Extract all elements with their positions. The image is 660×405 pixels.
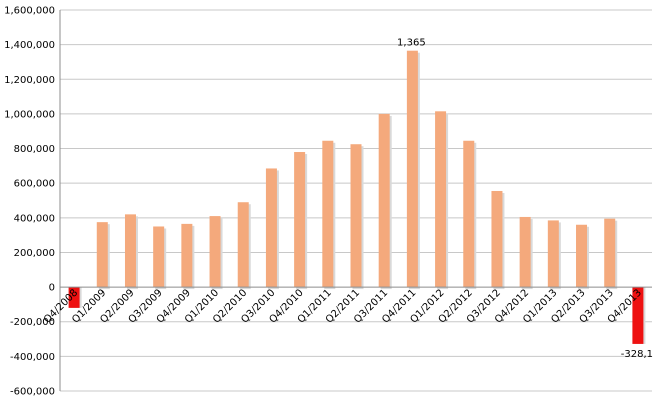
bar bbox=[153, 226, 165, 288]
bars bbox=[68, 50, 646, 344]
bar bbox=[68, 287, 80, 308]
y-tick-label: 0 bbox=[49, 283, 55, 294]
y-tick-label: 1,600,000 bbox=[4, 6, 55, 17]
bar bbox=[519, 216, 531, 288]
y-tick-label: 200,000 bbox=[14, 248, 55, 259]
data-label: 1,365 bbox=[397, 38, 426, 49]
bar bbox=[378, 113, 390, 288]
bar bbox=[322, 140, 334, 288]
bar bbox=[96, 222, 108, 288]
data-label: -328,1 bbox=[621, 349, 653, 360]
x-axis-tick-labels: Q4/2008Q1/2009Q2/2009Q3/2009Q4/2009Q1/20… bbox=[42, 287, 644, 325]
bar bbox=[209, 216, 221, 288]
bar bbox=[547, 220, 559, 288]
y-tick-label: 600,000 bbox=[14, 179, 55, 190]
y-tick-label: -600,000 bbox=[10, 387, 55, 398]
data-labels: 1,365 -328,1 bbox=[397, 38, 653, 360]
bar bbox=[124, 214, 136, 288]
bar bbox=[406, 50, 418, 288]
bar bbox=[604, 218, 616, 288]
y-tick-label: 1,000,000 bbox=[4, 109, 55, 120]
bar bbox=[237, 202, 249, 288]
bar bbox=[294, 152, 306, 288]
bar bbox=[491, 190, 503, 288]
y-tick-label: 800,000 bbox=[14, 144, 55, 155]
y-tick-label: 1,400,000 bbox=[4, 40, 55, 51]
axes bbox=[59, 10, 652, 391]
y-tick-label: -400,000 bbox=[10, 352, 55, 363]
bar bbox=[463, 140, 475, 288]
y-tick-label: 1,200,000 bbox=[4, 75, 55, 86]
bar bbox=[265, 168, 277, 288]
y-axis-tick-labels: -600,000 -400,000 -200,000 0 200,000 400,000 6… bbox=[4, 6, 55, 398]
y-tick-label: -200,000 bbox=[10, 317, 55, 328]
bar bbox=[350, 144, 362, 288]
bar bbox=[576, 224, 588, 288]
y-tick-label: 400,000 bbox=[14, 213, 55, 224]
bar bbox=[435, 111, 447, 288]
bar bbox=[181, 223, 193, 288]
bar bbox=[632, 287, 644, 344]
